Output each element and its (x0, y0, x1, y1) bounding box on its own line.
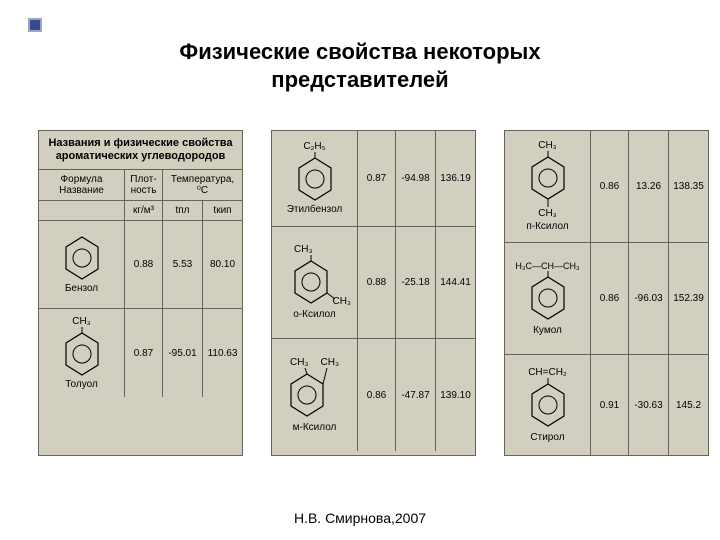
tpl-ox: -25.18 (396, 227, 436, 338)
tkip-benzene: 80.10 (203, 221, 242, 308)
panel-1-subhead: кг/м³ tпл tкип (39, 201, 242, 221)
tkip-cumene: 152.39 (669, 243, 708, 354)
col-temp-unit: ⁰С (197, 185, 208, 196)
panels-container: Названия и физические свойства ароматиче… (38, 130, 709, 456)
title-line-1: Физические свойства некоторых (179, 39, 540, 64)
d-eb: 0.87 (358, 131, 396, 226)
col-density-2: ность (131, 185, 157, 196)
d-toluene: 0.87 (125, 309, 163, 397)
tpl-toluene: -95.01 (163, 309, 203, 397)
vals-ethylbenzene: 0.87 -94.98 136.19 (358, 131, 475, 226)
title-line-2: представителей (271, 67, 448, 92)
vals-pxylene: 0.86 13.26 138.35 (591, 131, 708, 242)
d-benzene: 0.88 (125, 221, 163, 308)
row-styrene: CH=CH₂ Стирол 0.91 -30.63 145.2 (505, 355, 708, 455)
d-mx: 0.86 (358, 339, 396, 451)
header-text-1: Названия и физические свойства (48, 137, 232, 149)
panel-2: C₂H₅ Этилбензол 0.87 -94.98 136.19 CH₃ (271, 130, 476, 456)
d-ox: 0.88 (358, 227, 396, 338)
sub-toluene-1: CH₃ (72, 317, 91, 327)
tpl-benzene: 5.53 (163, 221, 203, 308)
vals-styrene: 0.91 -30.63 145.2 (591, 355, 708, 455)
panel-3: CH₃ CH₃ п-Ксилол 0.86 13.26 138.35 H₃C—C… (504, 130, 709, 456)
row-oxylene: CH₃ CH₃ о-Ксилол 0.88 -25.18 144.41 (272, 227, 475, 339)
row-cumene: H₃C—CH—CH₃ Кумол 0.86 -96.03 152.39 (505, 243, 708, 355)
vals-mxylene: 0.86 -47.87 139.10 (358, 339, 475, 451)
footer-credit: Н.В. Смирнова,2007 (0, 510, 720, 526)
slide-title: Физические свойства некоторых представит… (0, 38, 720, 93)
name-benzene: Бензол (65, 283, 98, 294)
tkip-toluene: 110.63 (203, 309, 242, 397)
slide-bullet (28, 18, 42, 32)
name-styrene: Стирол (530, 432, 564, 443)
struct-benzene: Бензол (39, 221, 125, 308)
name-oxylene: о-Ксилол (293, 309, 335, 320)
col-formula: Формула (61, 174, 103, 185)
unit-tpl: tпл (175, 205, 189, 216)
row-toluene: CH₃ Толуол 0.87 -95.01 110.63 (39, 309, 242, 397)
vals-oxylene: 0.88 -25.18 144.41 (358, 227, 475, 338)
vals-toluene: 0.87 -95.01 110.63 (125, 309, 242, 397)
struct-cumene: H₃C—CH—CH₃ Кумол (505, 243, 591, 354)
struct-pxylene: CH₃ CH₃ п-Ксилол (505, 131, 591, 242)
sub-px-2: CH₃ (538, 209, 557, 219)
sub-mx-2: CH₃ (321, 358, 340, 368)
name-toluene: Толуол (65, 379, 98, 390)
col-density-1: Плот- (130, 174, 156, 185)
tpl-px: 13.26 (629, 131, 669, 242)
tkip-mx: 139.10 (436, 339, 475, 451)
sub-eb-1: C₂H₅ (303, 142, 325, 152)
panel-1-header: Названия и физические свойства ароматиче… (39, 131, 242, 170)
col-temp: Температура, (171, 174, 234, 185)
sub-styrene-1: CH=CH₂ (528, 368, 567, 378)
name-cumene: Кумол (533, 325, 562, 336)
sub-ox-1: CH₃ (294, 245, 313, 255)
struct-toluene: CH₃ Толуол (39, 309, 125, 397)
sub-ox-2: CH₃ (332, 297, 351, 307)
name-pxylene: п-Ксилол (526, 221, 568, 232)
struct-ethylbenzene: C₂H₅ Этилбензол (272, 131, 358, 226)
row-pxylene: CH₃ CH₃ п-Ксилол 0.86 13.26 138.35 (505, 131, 708, 243)
vals-cumene: 0.86 -96.03 152.39 (591, 243, 708, 354)
sub-px-1: CH₃ (538, 141, 557, 151)
d-px: 0.86 (591, 131, 629, 242)
tpl-styrene: -30.63 (629, 355, 669, 455)
struct-mxylene: CH₃ CH₃ м-Ксилол (272, 339, 358, 451)
tkip-px: 138.35 (669, 131, 708, 242)
col-name: Название (59, 185, 104, 196)
struct-styrene: CH=CH₂ Стирол (505, 355, 591, 455)
header-text-2: ароматических углеводородов (56, 150, 226, 162)
tpl-cumene: -96.03 (629, 243, 669, 354)
row-ethylbenzene: C₂H₅ Этилбензол 0.87 -94.98 136.19 (272, 131, 475, 227)
name-ethylbenzene: Этилбензол (287, 204, 343, 215)
tpl-mx: -47.87 (396, 339, 436, 451)
name-mxylene: м-Ксилол (293, 422, 337, 433)
vals-benzene: 0.88 5.53 80.10 (125, 221, 242, 308)
unit-tkip: tкип (213, 205, 231, 216)
d-styrene: 0.91 (591, 355, 629, 455)
row-mxylene: CH₃ CH₃ м-Ксилол 0.86 -47.87 139.10 (272, 339, 475, 451)
unit-density: кг/м³ (133, 205, 154, 216)
d-cumene: 0.86 (591, 243, 629, 354)
struct-oxylene: CH₃ CH₃ о-Ксилол (272, 227, 358, 338)
panel-1: Названия и физические свойства ароматиче… (38, 130, 243, 456)
tkip-ox: 144.41 (436, 227, 475, 338)
panel-1-colhead: Формула Название Плот- ность Температура… (39, 170, 242, 201)
tkip-styrene: 145.2 (669, 355, 708, 455)
sub-cumene-1: H₃C—CH—CH₃ (515, 262, 579, 271)
tpl-eb: -94.98 (396, 131, 436, 226)
sub-mx-1: CH₃ (290, 358, 309, 368)
tkip-eb: 136.19 (436, 131, 475, 226)
row-benzene: Бензол 0.88 5.53 80.10 (39, 221, 242, 309)
